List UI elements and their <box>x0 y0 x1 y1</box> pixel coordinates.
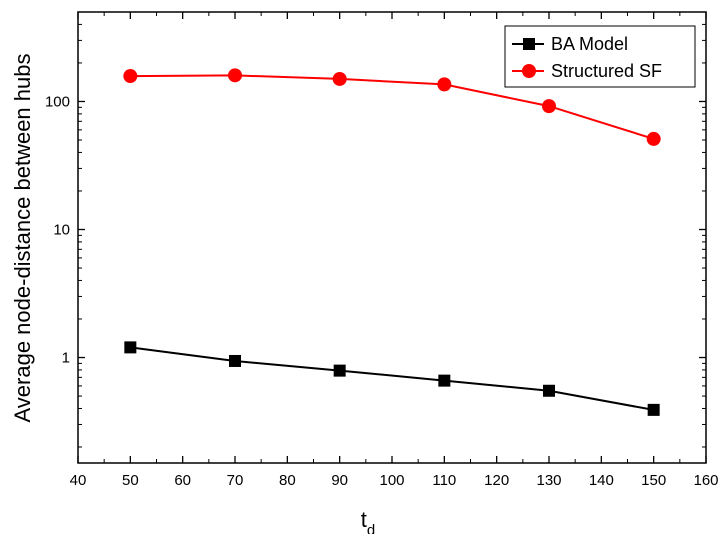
data-point <box>124 341 137 354</box>
series-layer <box>123 68 661 416</box>
x-tick-label: 40 <box>70 472 87 489</box>
x-tick-label: 160 <box>693 472 718 489</box>
data-point <box>438 374 451 387</box>
legend-label-sf: Structured SF <box>551 61 662 81</box>
y-tick-label: 1 <box>62 350 70 367</box>
x-tick-label: 100 <box>379 472 404 489</box>
x-tick-label: 110 <box>432 472 456 489</box>
x-tick-label: 120 <box>484 472 509 489</box>
series-line-0 <box>130 346 654 411</box>
x-axis-title: td <box>361 507 375 534</box>
data-point <box>123 69 138 84</box>
x-tick-label: 130 <box>536 472 561 489</box>
x-tick-label: 150 <box>641 472 666 489</box>
data-point <box>646 131 661 146</box>
legend-label-ba: BA Model <box>551 34 628 54</box>
data-point <box>543 384 555 397</box>
x-tick-label: 90 <box>331 472 348 489</box>
data-point <box>647 403 660 416</box>
data-point <box>437 77 452 92</box>
x-tick-label: 80 <box>279 472 296 489</box>
data-point <box>333 364 346 377</box>
data-point <box>542 99 556 114</box>
x-tick-label: 70 <box>227 472 244 489</box>
legend-marker-sf <box>522 64 536 78</box>
y-axis-title: Average node-distance between hubs <box>10 54 35 423</box>
legend: BA Model Structured SF <box>504 25 696 88</box>
x-tick-label: 60 <box>174 472 191 489</box>
data-point <box>332 71 347 86</box>
data-point <box>228 68 242 83</box>
data-point <box>229 354 241 367</box>
legend-box <box>504 25 696 88</box>
x-tick-label: 140 <box>589 472 614 489</box>
legend-marker-ba <box>523 38 535 50</box>
x-tick-label: 50 <box>122 472 139 489</box>
y-tick-label: 100 <box>45 93 70 110</box>
y-tick-label: 10 <box>53 222 70 239</box>
series-line-1 <box>130 74 654 140</box>
